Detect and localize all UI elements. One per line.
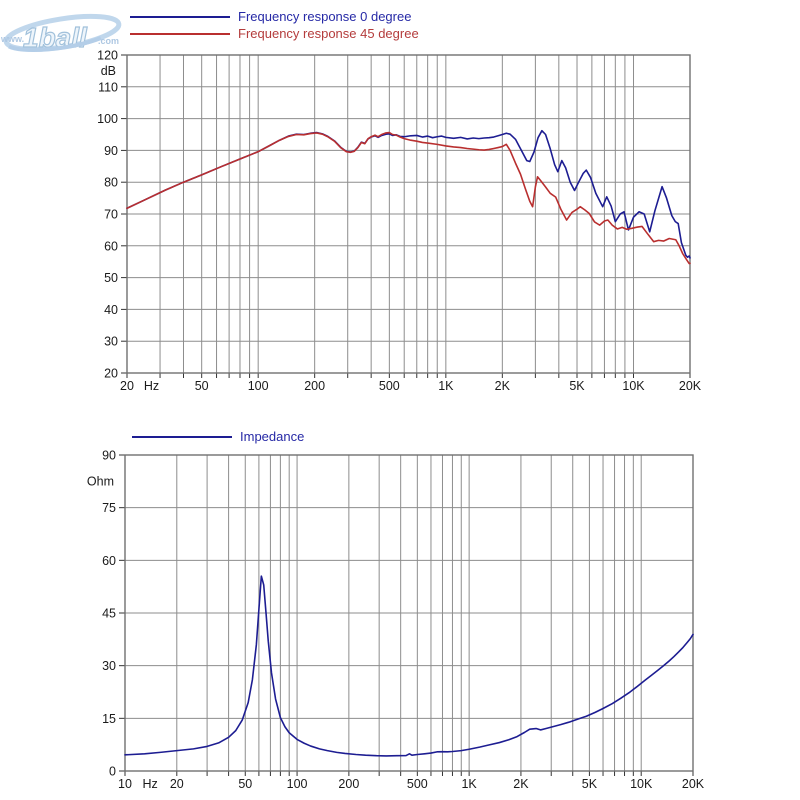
svg-text:10: 10 (118, 777, 132, 791)
svg-text:5K: 5K (569, 379, 585, 393)
svg-text:20: 20 (104, 367, 118, 381)
svg-text:200: 200 (304, 379, 325, 393)
svg-text:20: 20 (170, 777, 184, 791)
svg-text:50: 50 (238, 777, 252, 791)
svg-text:60: 60 (104, 239, 118, 253)
svg-text:30: 30 (102, 659, 116, 673)
svg-text:1K: 1K (438, 379, 454, 393)
svg-text:100: 100 (97, 112, 118, 126)
svg-text:500: 500 (379, 379, 400, 393)
impedance-chart: 90 75 60 45 30 15 0 Ohm 10 20 50 100 200 500 1K 2K 5K 10K… (87, 449, 705, 792)
svg-text:200: 200 (338, 777, 359, 791)
legend-line-impedance (132, 435, 232, 438)
svg-text:60: 60 (102, 554, 116, 568)
svg-text:80: 80 (104, 176, 118, 190)
frequency-response-chart: 120 110 100 90 80 70 60 50 40 30 20 dB 20 50 100 200 500… (97, 49, 702, 394)
watermark-swoosh-front (8, 36, 102, 53)
svg-text:2K: 2K (513, 777, 529, 791)
svg-text:20K: 20K (679, 379, 702, 393)
fr-curve-45deg (126, 131, 691, 265)
svg-text:75: 75 (102, 501, 116, 515)
legend-item-0deg: Frequency response 0 degree (130, 9, 419, 24)
legend-label-45deg: Frequency response 45 degree (238, 26, 419, 41)
svg-text:70: 70 (104, 208, 118, 222)
svg-text:10K: 10K (622, 379, 645, 393)
frequency-response-legend: Frequency response 0 degree Frequency re… (130, 9, 419, 41)
svg-text:110: 110 (98, 80, 118, 94)
svg-text:30: 30 (104, 335, 118, 349)
svg-text:120: 120 (97, 49, 118, 63)
svg-text:45: 45 (102, 607, 116, 621)
legend-item-impedance: Impedance (132, 429, 304, 444)
svg-text:5K: 5K (582, 777, 598, 791)
svg-text:dB: dB (101, 64, 116, 78)
svg-text:20: 20 (120, 379, 134, 393)
svg-text:500: 500 (407, 777, 428, 791)
svg-text:Hz: Hz (143, 777, 158, 791)
svg-text:40: 40 (104, 303, 118, 317)
svg-text:90: 90 (102, 449, 116, 463)
watermark-logo: www. 1ball .com (0, 13, 122, 54)
legend-label-impedance: Impedance (240, 429, 305, 444)
svg-text:50: 50 (195, 379, 209, 393)
legend-label-0deg: Frequency response 0 degree (238, 9, 412, 24)
legend-item-45deg: Frequency response 45 degree (130, 26, 419, 41)
svg-text:90: 90 (104, 144, 118, 158)
svg-text:Ohm: Ohm (87, 474, 114, 488)
impedance-curve (124, 575, 694, 757)
svg-text:0: 0 (109, 765, 116, 779)
svg-text:100: 100 (287, 777, 308, 791)
fr-curve-0deg (126, 129, 691, 259)
svg-text:15: 15 (102, 712, 116, 726)
svg-text:2K: 2K (495, 379, 511, 393)
svg-text:Hz: Hz (144, 379, 159, 393)
svg-text:20K: 20K (682, 777, 705, 791)
legend-line-0deg (130, 15, 230, 18)
watermark-com: .com (98, 36, 119, 46)
impedance-legend: Impedance (132, 429, 304, 444)
svg-text:100: 100 (248, 379, 269, 393)
svg-text:10K: 10K (630, 777, 653, 791)
svg-text:1K: 1K (461, 777, 477, 791)
svg-text:50: 50 (104, 271, 118, 285)
legend-line-45deg (130, 32, 230, 35)
watermark-www: www. (0, 34, 24, 44)
